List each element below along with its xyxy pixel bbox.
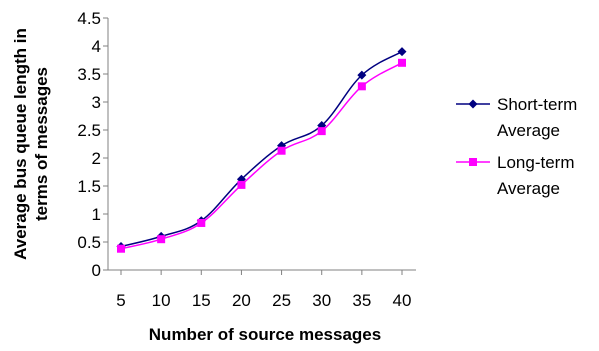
data-point <box>317 121 327 131</box>
series-line <box>120 50 403 248</box>
x-tick-label: 25 <box>272 291 291 310</box>
x-tick-label: 40 <box>393 291 412 310</box>
data-point <box>398 58 406 67</box>
y-tick-label: 2 <box>92 149 101 168</box>
data-point <box>357 82 366 91</box>
y-tick-label: 1.5 <box>77 177 101 196</box>
data-point <box>397 47 407 57</box>
legend-label-line: Average <box>497 179 560 198</box>
legend-label-line: Short-term <box>497 95 577 114</box>
y-axis-title: Average bus queue length in terms of mess… <box>11 28 51 260</box>
legend-label-line: Average <box>497 121 560 140</box>
legend-marker <box>469 158 477 166</box>
series-layer <box>116 47 407 253</box>
legend-marker <box>468 99 478 109</box>
y-axis-title-line: Average bus queue length in <box>11 28 30 260</box>
data-point <box>357 70 367 80</box>
legend-label-line: Long-term <box>497 153 574 172</box>
y-tick-label: 0.5 <box>77 233 101 252</box>
legend-item: Short-term Average <box>456 95 577 140</box>
legend-label: Short-term Average <box>497 95 577 140</box>
x-axis-title: Number of source messages <box>149 325 381 344</box>
y-tick-label: 2.5 <box>77 121 101 140</box>
x-tick-label: 15 <box>192 291 211 310</box>
x-tick-label: 5 <box>116 291 125 310</box>
legend: Short-term Average Long-term Average <box>456 95 577 198</box>
y-tick-label: 4.5 <box>77 9 101 28</box>
x-axis-ticks: 5 10 15 20 25 30 35 40 <box>116 270 411 310</box>
legend-item: Long-term Average <box>456 153 574 198</box>
y-tick-label: 0 <box>92 261 101 280</box>
y-tick-label: 1 <box>92 205 101 224</box>
x-tick-label: 20 <box>232 291 251 310</box>
x-tick-label: 30 <box>312 291 331 310</box>
axes <box>107 18 416 271</box>
legend-label: Long-term Average <box>497 153 574 198</box>
data-point <box>157 235 166 244</box>
y-tick-label: 4 <box>92 37 101 56</box>
y-axis-ticks: 0 0.5 1 1.5 2 2.5 3 3.5 4 4.5 <box>77 9 108 280</box>
data-point <box>117 244 125 253</box>
y-tick-label: 3 <box>92 93 101 112</box>
data-point <box>277 146 286 155</box>
x-tick-label: 10 <box>152 291 171 310</box>
series-long-term-average <box>117 58 406 253</box>
series-line <box>120 62 403 250</box>
series-short-term-average <box>116 47 407 251</box>
y-tick-label: 3.5 <box>77 65 101 84</box>
y-axis-title-text: Average bus queue length in terms of mess… <box>11 28 51 260</box>
y-axis-title-line: terms of messages <box>32 67 51 221</box>
x-tick-label: 35 <box>352 291 371 310</box>
data-point <box>197 218 206 227</box>
data-point <box>237 180 246 189</box>
data-point <box>317 127 326 136</box>
